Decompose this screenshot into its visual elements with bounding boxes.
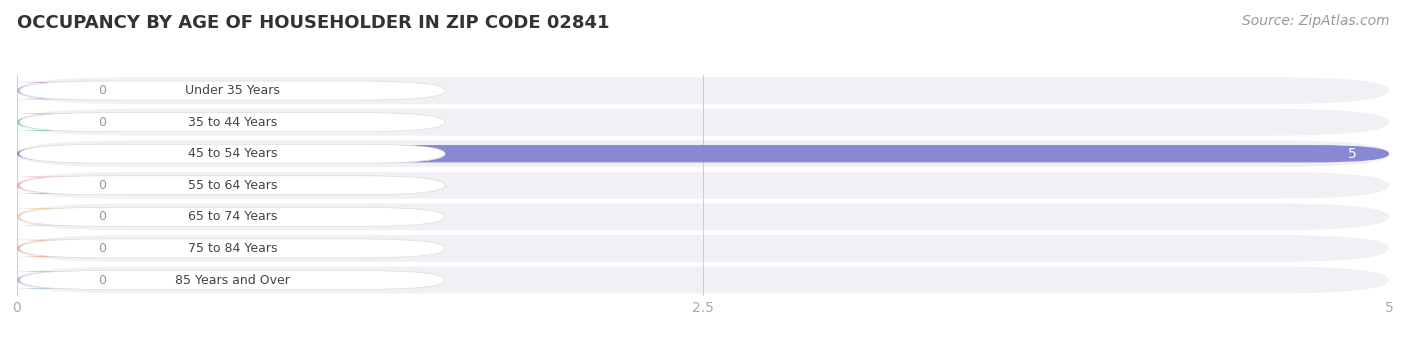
FancyBboxPatch shape <box>20 144 446 163</box>
Text: 55 to 64 Years: 55 to 64 Years <box>187 179 277 192</box>
Text: 0: 0 <box>98 210 105 223</box>
FancyBboxPatch shape <box>20 176 446 195</box>
FancyBboxPatch shape <box>17 140 1389 167</box>
FancyBboxPatch shape <box>3 82 93 99</box>
FancyBboxPatch shape <box>20 271 446 289</box>
FancyBboxPatch shape <box>3 114 93 131</box>
FancyBboxPatch shape <box>17 203 1389 230</box>
Text: 65 to 74 Years: 65 to 74 Years <box>187 210 277 223</box>
FancyBboxPatch shape <box>3 176 93 194</box>
Text: 0: 0 <box>98 242 105 255</box>
FancyBboxPatch shape <box>20 113 446 132</box>
Text: 0: 0 <box>98 84 105 97</box>
Text: Source: ZipAtlas.com: Source: ZipAtlas.com <box>1241 14 1389 28</box>
FancyBboxPatch shape <box>17 145 1389 163</box>
Text: 5: 5 <box>1347 147 1357 161</box>
FancyBboxPatch shape <box>20 239 446 258</box>
FancyBboxPatch shape <box>17 267 1389 293</box>
Text: 0: 0 <box>98 116 105 129</box>
FancyBboxPatch shape <box>17 172 1389 199</box>
FancyBboxPatch shape <box>3 271 93 289</box>
FancyBboxPatch shape <box>3 208 93 225</box>
FancyBboxPatch shape <box>17 235 1389 262</box>
FancyBboxPatch shape <box>3 240 93 257</box>
Text: OCCUPANCY BY AGE OF HOUSEHOLDER IN ZIP CODE 02841: OCCUPANCY BY AGE OF HOUSEHOLDER IN ZIP C… <box>17 14 609 32</box>
Text: 85 Years and Over: 85 Years and Over <box>174 273 290 287</box>
Text: 35 to 44 Years: 35 to 44 Years <box>187 116 277 129</box>
Text: Under 35 Years: Under 35 Years <box>184 84 280 97</box>
FancyBboxPatch shape <box>17 77 1389 104</box>
Text: 0: 0 <box>98 179 105 192</box>
FancyBboxPatch shape <box>17 109 1389 136</box>
Text: 45 to 54 Years: 45 to 54 Years <box>187 147 277 160</box>
Text: 75 to 84 Years: 75 to 84 Years <box>187 242 277 255</box>
Text: 0: 0 <box>98 273 105 287</box>
FancyBboxPatch shape <box>20 81 446 100</box>
FancyBboxPatch shape <box>20 207 446 226</box>
